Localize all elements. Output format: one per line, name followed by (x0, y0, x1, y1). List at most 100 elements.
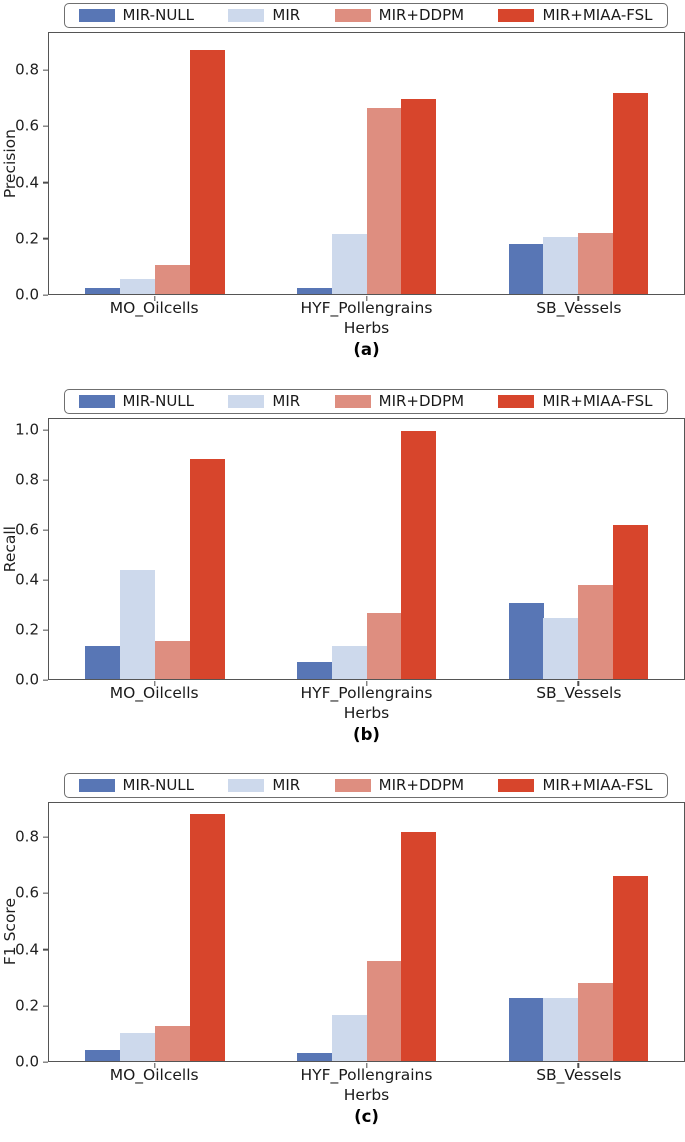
bar-mir-null-hyf-pollengrains (296, 661, 332, 679)
legend-swatch-mir (228, 9, 265, 22)
x-category-label-sb-vessels: SB_Vessels (536, 1066, 622, 1084)
x-tick-labels: MO_Oilcells HYF_Pollengrains Herbs SB_Vess… (48, 298, 685, 338)
y-tick-mark (43, 948, 48, 951)
y-tick-label: 0.4 (15, 940, 39, 959)
legend-item-mir-miaa-fsl: MIR+MIAA-FSL (498, 778, 652, 793)
y-tick-mark (43, 1005, 48, 1007)
bar-mir-null-hyf-pollengrains (296, 288, 332, 294)
bar-mir-ddpm-hyf-pollengrains (366, 960, 402, 1061)
bar-mir-null-sb-vessels (508, 603, 544, 679)
bar-mir-ddpm-mo-oilcells (154, 264, 190, 294)
plot-row: Precision 0.0 0.2 0.4 0.6 0.8 (0, 32, 685, 302)
subplot-caption: (c) (354, 1107, 379, 1126)
x-tick-mark (577, 295, 579, 301)
y-tick-labels: 0.0 0.2 0.4 0.6 0.8 1.0 (15, 418, 48, 687)
x-tick-mark (154, 295, 156, 301)
bar-mir-ddpm-mo-oilcells (154, 1026, 190, 1061)
y-tick-mark (43, 629, 48, 631)
legend-box: MIR-NULL MIR MIR+DDPM MIR+MIAA-FSL (63, 3, 668, 28)
legend-label: MIR-NULL (122, 392, 195, 410)
x-category-label-hyf-pollengrains: HYF_Pollengrains Herbs (300, 684, 433, 722)
y-tick-mark (43, 579, 48, 581)
y-tick-label: 0.0 (15, 285, 39, 304)
legend-label: MIR+MIAA-FSL (542, 776, 653, 794)
y-tick-label: 0.0 (15, 670, 39, 689)
legend-item-mir-miaa-fsl: MIR+MIAA-FSL (498, 394, 652, 409)
bar-mir-null-sb-vessels (508, 243, 544, 294)
x-tick-mark (365, 1062, 368, 1068)
y-tick-mark (43, 69, 48, 71)
legend-swatch-mir (228, 779, 265, 792)
bar-mir-mo-oilcells (120, 570, 156, 679)
subplot-recall: MIR-NULL MIR MIR+DDPM MIR+MIAA-FSL Recall 0… (0, 389, 685, 744)
legend-item-mir-ddpm: MIR+DDPM (334, 6, 465, 24)
legend-item-mir: MIR (228, 394, 300, 409)
y-tick-label: 0.0 (15, 1052, 39, 1071)
bar-mir-null-sb-vessels (508, 998, 544, 1061)
legend-item-mir-null: MIR-NULL (78, 778, 194, 793)
x-category-label-mo-oilcells: MO_Oilcells (109, 684, 199, 702)
legend-label: MIR-NULL (122, 6, 195, 24)
x-tick-mark (365, 680, 368, 686)
plot-row: F1 Score 0.0 0.2 0.4 0.6 0.8 (0, 802, 685, 1069)
bar-mir-hyf-pollengrains (331, 645, 367, 679)
y-tick-label: 0.8 (15, 470, 39, 489)
bar-mir-mo-oilcells (120, 1033, 156, 1061)
y-tick-mark (43, 529, 48, 531)
legend-swatch-mir-null (78, 9, 115, 22)
x-tick-mark (365, 295, 368, 301)
plot-area (48, 32, 685, 301)
bar-mir-hyf-pollengrains (331, 1014, 367, 1061)
y-axis-label-column: Recall (0, 418, 20, 680)
legend-label: MIR (272, 776, 301, 794)
y-tick-mark (43, 892, 48, 895)
bar-mir-miaa-fsl-mo-oilcells (189, 49, 225, 294)
bar-mir-ddpm-hyf-pollengrains (366, 108, 402, 294)
bar-mir-sb-vessels (543, 236, 579, 294)
legend-label: MIR (272, 392, 301, 410)
legend-row: MIR-NULL MIR MIR+DDPM MIR+MIAA-FSL (0, 773, 685, 798)
x-category-label-mo-oilcells: MO_Oilcells (109, 1066, 199, 1084)
legend-label: MIR+DDPM (378, 776, 465, 794)
y-tick-mark (43, 238, 48, 240)
bar-mir-mo-oilcells (120, 278, 156, 294)
y-tick-labels: 0.0 0.2 0.4 0.6 0.8 (15, 802, 48, 1069)
y-tick-label: 0.6 (15, 116, 39, 135)
legend-item-mir-ddpm: MIR+DDPM (334, 776, 465, 794)
y-tick-mark (43, 836, 48, 838)
bar-mir-miaa-fsl-sb-vessels (612, 875, 648, 1061)
legend-swatch-mir-miaa-fsl (498, 395, 535, 408)
plot-row: Recall 0.0 0.2 0.4 0.6 0.8 1.0 (0, 418, 685, 687)
y-tick-mark (43, 1061, 48, 1063)
bar-mir-miaa-fsl-sb-vessels (612, 93, 648, 294)
legend-label: MIR (272, 6, 301, 24)
y-tick-mark (43, 479, 48, 482)
legend-swatch-mir-ddpm (334, 395, 371, 408)
legend-label: MIR+DDPM (378, 392, 465, 410)
legend-label: MIR+MIAA-FSL (542, 392, 653, 410)
y-tick-mark (43, 294, 48, 296)
subplot-f1-score: MIR-NULL MIR MIR+DDPM MIR+MIAA-FSL F1 Score… (0, 773, 685, 1126)
subplot-caption: (b) (353, 725, 380, 744)
subplot-precision: MIR-NULL MIR MIR+DDPM MIR+MIAA-FSL Precisio… (0, 3, 685, 359)
legend-item-mir-miaa-fsl: MIR+MIAA-FSL (498, 8, 652, 23)
bar-mir-miaa-fsl-hyf-pollengrains (401, 431, 437, 679)
bar-mir-ddpm-sb-vessels (578, 982, 614, 1061)
legend-row: MIR-NULL MIR MIR+DDPM MIR+MIAA-FSL (0, 389, 685, 414)
x-tick-mark (154, 680, 156, 686)
bar-mir-null-mo-oilcells (85, 1049, 121, 1061)
legend-swatch-mir-null (78, 395, 115, 408)
y-tick-label: 0.6 (15, 883, 39, 902)
x-tick-mark (154, 1062, 156, 1068)
legend-label: MIR+DDPM (378, 6, 465, 24)
bar-mir-miaa-fsl-hyf-pollengrains (401, 98, 437, 294)
y-tick-labels: 0.0 0.2 0.4 0.6 0.8 (15, 32, 48, 302)
subplot-caption: (a) (353, 340, 380, 359)
bar-mir-null-hyf-pollengrains (296, 1052, 332, 1061)
x-category-label-sb-vessels: SB_Vessels (536, 684, 622, 702)
y-tick-mark (43, 429, 48, 432)
x-category-label-hyf-pollengrains: HYF_Pollengrains Herbs (300, 1066, 433, 1104)
x-category-label-hyf-pollengrains: HYF_Pollengrains Herbs (300, 299, 433, 337)
y-tick-label: 0.8 (15, 827, 39, 846)
legend-swatch-mir-miaa-fsl (498, 779, 535, 792)
